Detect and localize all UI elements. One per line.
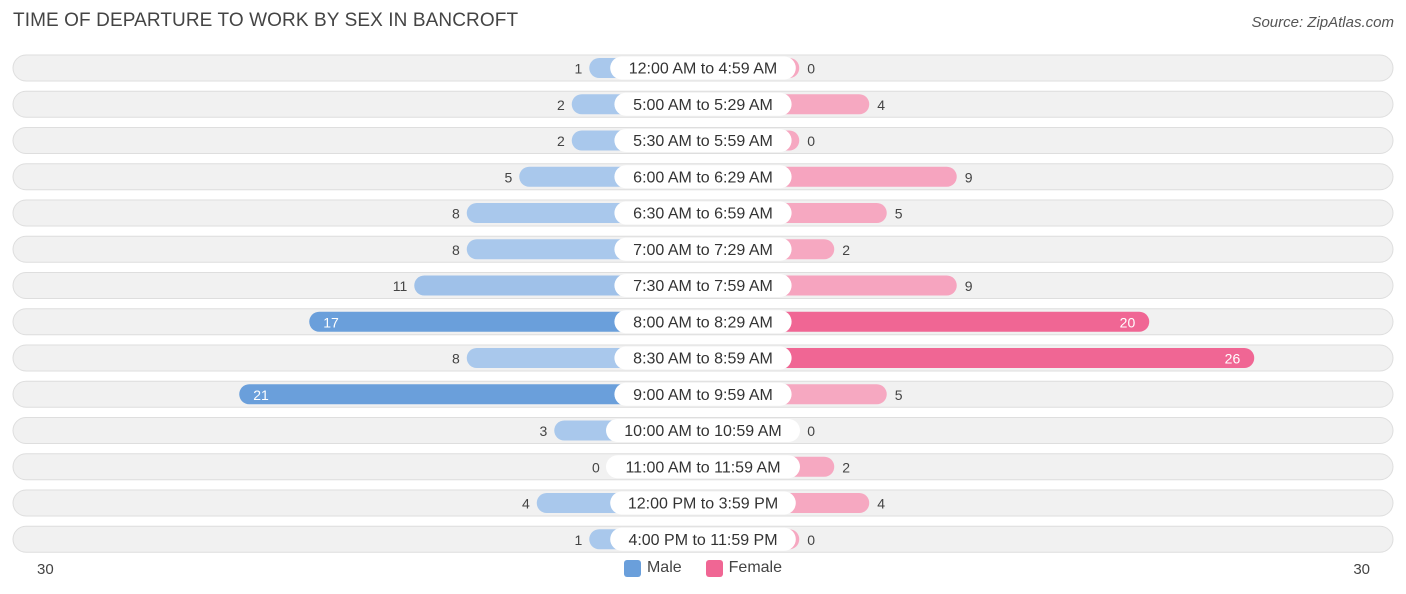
category-label-pill [610, 527, 796, 551]
male-value-label: 1 [574, 61, 582, 77]
legend: Male Female [0, 559, 1406, 577]
category-label: 9:00 AM to 9:59 AM [633, 387, 773, 404]
female-value-label: 0 [807, 532, 815, 548]
legend-label-male: Male [646, 559, 682, 576]
category-label-pill [614, 201, 792, 225]
female-value-label: 2 [842, 242, 850, 258]
legend-label-female: Female [728, 559, 783, 576]
category-label: 5:00 AM to 5:29 AM [633, 97, 773, 114]
female-bar [703, 311, 1150, 332]
female-value-label: 0 [807, 423, 815, 439]
chart-source: Source: ZipAtlas.com [1251, 14, 1394, 31]
category-label-pill [614, 382, 792, 406]
male-value-label: 21 [253, 387, 269, 403]
legend-item-male[interactable]: Male [623, 559, 682, 577]
female-value-label: 26 [1225, 351, 1241, 367]
male-value-label: 17 [323, 314, 339, 330]
male-value-label: 2 [557, 97, 565, 113]
female-value-label: 2 [842, 459, 850, 475]
female-value-label: 4 [877, 97, 885, 113]
male-bar [239, 384, 703, 405]
male-value-label: 2 [557, 133, 565, 149]
female-value-label: 0 [807, 61, 815, 77]
category-label-pill [614, 346, 792, 370]
category-label-pill [614, 237, 792, 261]
female-value-label: 4 [877, 496, 885, 512]
category-label: 5:30 AM to 5:59 AM [633, 133, 773, 150]
category-label: 4:00 PM to 11:59 PM [628, 532, 777, 549]
female-value-label: 20 [1120, 314, 1136, 330]
female-value-label: 9 [965, 169, 973, 185]
legend-item-female[interactable]: Female [705, 559, 783, 577]
category-label: 6:30 AM to 6:59 AM [633, 206, 773, 223]
category-label-pill [610, 56, 796, 80]
male-value-label: 0 [592, 459, 600, 475]
female-value-label: 0 [807, 133, 815, 149]
male-bar [309, 311, 703, 332]
male-value-label: 8 [452, 351, 460, 367]
female-bar [703, 348, 1255, 368]
axis-right-label: 30 [1353, 561, 1370, 578]
category-label: 8:00 AM to 8:29 AM [633, 314, 773, 331]
male-value-label: 5 [504, 169, 512, 185]
category-label: 12:00 PM to 3:59 PM [628, 496, 778, 513]
category-label: 7:00 AM to 7:29 AM [633, 242, 773, 259]
category-label-pill [614, 274, 792, 297]
female-value-label: 5 [895, 206, 903, 222]
male-value-label: 8 [452, 242, 460, 258]
male-value-label: 8 [452, 206, 460, 222]
male-value-label: 4 [522, 496, 530, 512]
legend-swatch-male [623, 559, 641, 577]
male-value-label: 3 [539, 423, 547, 439]
category-label-pill [610, 491, 796, 515]
category-label-pill [614, 129, 792, 152]
category-label-pill [606, 419, 800, 442]
male-value-label: 11 [393, 278, 408, 294]
category-label: 10:00 AM to 10:59 AM [624, 423, 781, 440]
category-label: 8:30 AM to 8:59 AM [633, 351, 773, 368]
legend-swatch-female [705, 559, 723, 577]
category-label: 7:30 AM to 7:59 AM [633, 278, 773, 295]
category-label: 6:00 AM to 6:29 AM [633, 169, 773, 186]
category-label-pill [606, 455, 800, 479]
chart-title: TIME OF DEPARTURE TO WORK BY SEX IN BANC… [13, 10, 519, 31]
category-label-pill [614, 92, 792, 116]
axis-left-label: 30 [37, 561, 54, 578]
category-label: 12:00 AM to 4:59 AM [629, 61, 778, 78]
male-value-label: 1 [574, 532, 582, 548]
female-value-label: 9 [965, 278, 973, 294]
female-value-label: 5 [895, 387, 903, 403]
category-label: 11:00 AM to 11:59 AM [625, 459, 780, 476]
category-label-pill [614, 165, 792, 189]
category-label-pill [614, 310, 792, 334]
